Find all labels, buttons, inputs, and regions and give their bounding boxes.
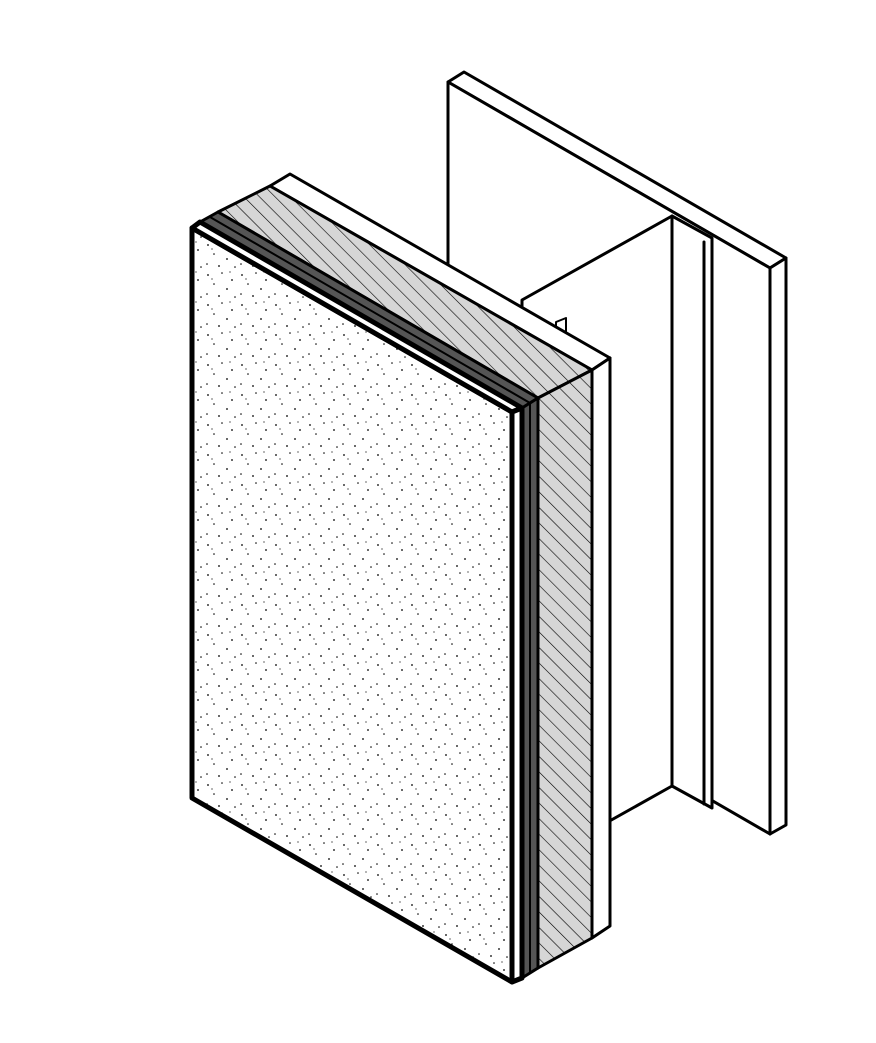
membrane-top-line: [209, 216, 531, 404]
stud-flange-edge: [768, 256, 788, 836]
stud-lip: [670, 214, 714, 810]
stucco-finish-panel: [189, 219, 525, 985]
sheathing-edge: [590, 356, 612, 940]
insulation-edge: [536, 368, 594, 970]
stucco-side-edge: [509, 405, 525, 985]
